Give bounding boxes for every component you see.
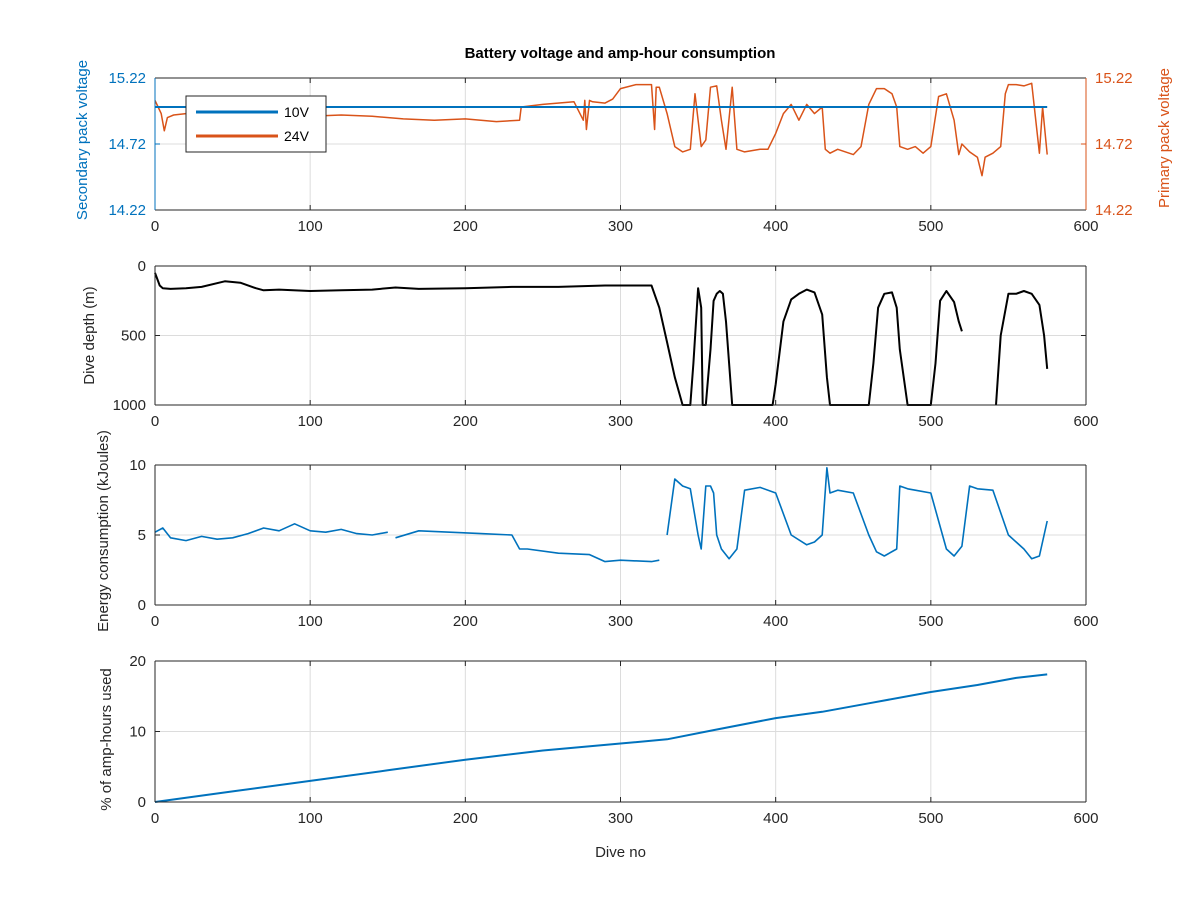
energy-line [666, 466, 1048, 560]
x-tick-label: 0 [151, 810, 159, 827]
amp-hours-line [154, 673, 1048, 803]
voltage-legend: 10V 24V [185, 95, 327, 153]
y-axis-label-right: Primary pack voltage [1156, 68, 1173, 208]
legend-label-24v: 24V [284, 128, 310, 144]
x-tick-label: 600 [1073, 413, 1098, 430]
y-axis-label: Dive depth (m) [81, 286, 98, 384]
x-tick-label: 600 [1073, 218, 1098, 235]
y-tick-label: 14.72 [108, 136, 146, 153]
x-tick-label: 300 [608, 218, 633, 235]
x-axis-label: Dive no [595, 844, 646, 861]
x-tick-label: 400 [763, 810, 788, 827]
x-tick-label: 200 [453, 613, 478, 630]
x-tick-label: 500 [918, 810, 943, 827]
y-tick-label: 1000 [113, 397, 146, 414]
x-tick-label: 500 [918, 218, 943, 235]
y-tick-label: 14.22 [1095, 202, 1133, 219]
x-tick-label: 600 [1073, 810, 1098, 827]
y-axis-label: Energy consumption (kJoules) [95, 430, 112, 632]
x-tick-label: 0 [151, 413, 159, 430]
x-tick-label: 300 [608, 413, 633, 430]
depth-line [154, 272, 963, 406]
legend-box [185, 95, 327, 153]
series-24v-line [154, 82, 1048, 177]
y-tick-label: 0 [138, 258, 146, 275]
energy-subplot: 0 100 200 300 400 500 600 0 5 10 Energy consumptio… [95, 430, 1099, 632]
x-tick-label: 400 [763, 218, 788, 235]
figure-title: Battery voltage and amp-hour consumption [465, 45, 776, 62]
y-tick-label: 0 [138, 597, 146, 614]
y-axis-label-left: Secondary pack voltage [74, 60, 91, 220]
x-tick-label: 100 [298, 613, 323, 630]
x-tick-label: 100 [298, 810, 323, 827]
x-tick-label: 400 [763, 613, 788, 630]
x-tick-label: 500 [918, 613, 943, 630]
x-tick-label: 0 [151, 613, 159, 630]
y-tick-label: 20 [129, 653, 146, 670]
x-tick-label: 100 [298, 218, 323, 235]
x-tick-label: 300 [608, 810, 633, 827]
y-tick-label: 0 [138, 794, 146, 811]
x-tick-label: 300 [608, 613, 633, 630]
x-tick-label: 200 [453, 413, 478, 430]
energy-line [395, 529, 660, 563]
depth-line [995, 290, 1049, 406]
x-tick-label: 100 [298, 413, 323, 430]
y-tick-label: 15.22 [108, 70, 146, 87]
y-tick-label: 15.22 [1095, 70, 1133, 87]
x-tick-label: 400 [763, 413, 788, 430]
depth-subplot: 0 100 200 300 400 500 600 0 500 1000 Dive depth (m… [81, 258, 1099, 430]
y-axis-label: % of amp-hours used [98, 668, 115, 811]
y-tick-label: 14.22 [108, 202, 146, 219]
x-tick-label: 0 [151, 218, 159, 235]
y-tick-label: 500 [121, 328, 146, 345]
y-tick-label: 10 [129, 457, 146, 474]
x-tick-label: 500 [918, 413, 943, 430]
x-tick-label: 600 [1073, 613, 1098, 630]
amp-hours-subplot: 0 100 200 300 400 500 600 0 10 20 % of amp-hours u… [98, 653, 1099, 861]
y-tick-label: 5 [138, 527, 146, 544]
y-tick-label: 10 [129, 724, 146, 741]
y-tick-label: 14.72 [1095, 136, 1133, 153]
legend-label-10v: 10V [284, 104, 310, 120]
x-tick-label: 200 [453, 810, 478, 827]
x-tick-label: 200 [453, 218, 478, 235]
energy-line [154, 522, 388, 542]
